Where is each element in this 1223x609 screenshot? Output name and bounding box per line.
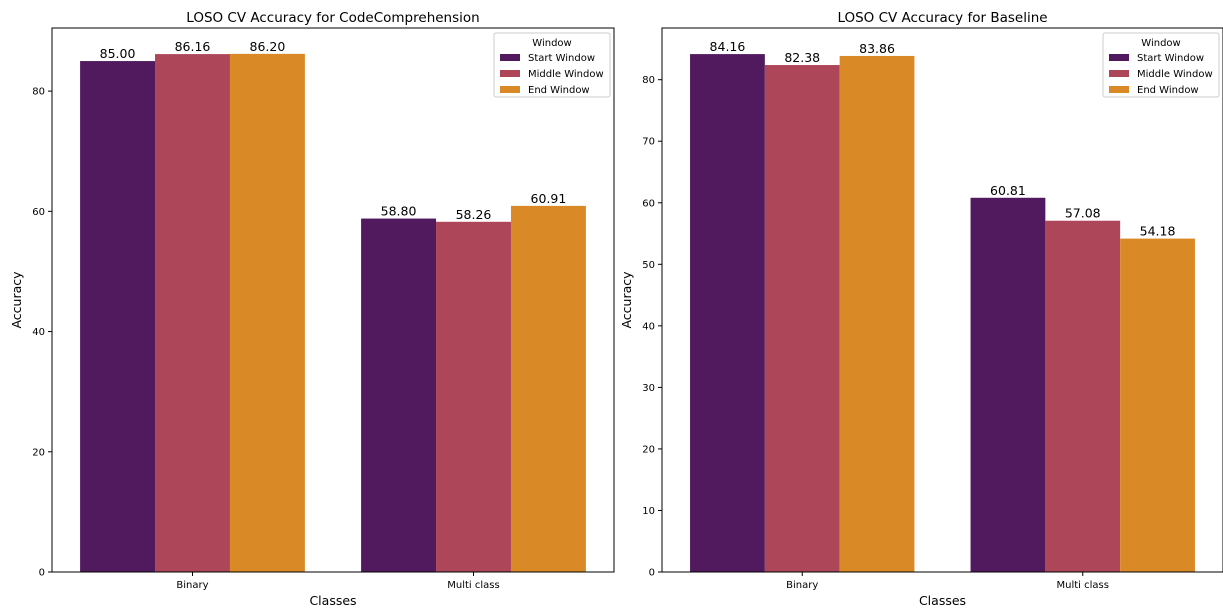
- bar-end-window-multi-class: [510, 205, 586, 573]
- legend-swatch: [500, 70, 520, 77]
- y-axis-label: Accuracy: [9, 271, 24, 329]
- y-tick-label: 50: [642, 260, 655, 271]
- legend-entry: Middle Window: [1137, 69, 1213, 80]
- legend-title: Window: [532, 38, 571, 49]
- bar-end-window-binary: [229, 53, 305, 572]
- data-label: 58.26: [456, 207, 492, 222]
- legend-swatch: [1109, 54, 1129, 61]
- legend-swatch: [1109, 70, 1129, 77]
- y-tick-label: 40: [642, 321, 655, 332]
- y-tick-label: 30: [642, 383, 655, 394]
- legend-swatch: [500, 54, 520, 61]
- legend-box: [1102, 32, 1220, 98]
- legend-title: Window: [1141, 38, 1180, 49]
- bar-middle-window-binary: [764, 65, 840, 573]
- y-tick-label: 60: [642, 198, 655, 209]
- legend-entry: Start Window: [1137, 53, 1204, 64]
- legend-entry: End Window: [528, 85, 590, 96]
- y-tick-label: 80: [32, 87, 45, 98]
- x-axis-label: Classes: [919, 593, 966, 608]
- data-label: 84.16: [710, 39, 746, 54]
- y-tick-label: 0: [649, 568, 655, 579]
- y-tick-label: 20: [32, 447, 45, 458]
- data-label: 85.00: [100, 46, 136, 61]
- bar-start-window-multi-class: [970, 197, 1046, 573]
- data-label: 83.86: [859, 41, 895, 56]
- legend-entry: Start Window: [528, 53, 595, 64]
- bar-end-window-multi-class: [1120, 238, 1195, 573]
- bar-end-window-binary: [839, 55, 915, 572]
- x-tick-label: Binary: [786, 580, 818, 591]
- data-label: 58.80: [381, 204, 417, 219]
- y-tick-label: 60: [32, 207, 45, 218]
- plot-frame: [661, 27, 1223, 573]
- plot-frame: [51, 27, 615, 573]
- data-label: 57.08: [1065, 206, 1101, 221]
- y-tick-label: 70: [642, 137, 655, 148]
- chart-title: LOSO CV Accuracy for CodeComprehension: [186, 10, 479, 26]
- legend: Window Start Window Middle Window End Windo…: [493, 32, 611, 98]
- data-label: 60.91: [531, 191, 567, 206]
- y-tick-label: 20: [642, 444, 655, 455]
- legend: Window Start Window Middle Window End Windo…: [1102, 32, 1220, 98]
- x-tick-label: Multi class: [447, 580, 499, 591]
- y-tick-label: 0: [39, 568, 45, 579]
- data-label: 54.18: [1140, 224, 1176, 239]
- bar-middle-window-multi-class: [436, 221, 511, 572]
- y-tick-label: 40: [32, 327, 45, 338]
- y-axis-label: Accuracy: [619, 271, 634, 329]
- y-tick-label: 80: [642, 75, 655, 86]
- legend-entry: End Window: [1137, 85, 1199, 96]
- bar-start-window-binary: [690, 54, 765, 573]
- chart-baseline: 84.16 60.81 82.38 57.08 83.86 54.18 0 10 20 30 40 5…: [619, 10, 1223, 608]
- data-label: 60.81: [990, 183, 1026, 198]
- legend-swatch: [1109, 86, 1129, 93]
- x-tick-label: Multi class: [1057, 580, 1109, 591]
- data-label: 86.20: [250, 39, 286, 54]
- bar-middle-window-binary: [155, 54, 230, 573]
- x-axis-label: Classes: [309, 593, 356, 608]
- bar-start-window-binary: [80, 61, 156, 573]
- bar-middle-window-multi-class: [1045, 220, 1121, 572]
- bar-start-window-multi-class: [361, 218, 437, 572]
- data-label: 82.38: [784, 50, 820, 65]
- y-tick-label: 10: [642, 506, 655, 517]
- legend-swatch: [500, 86, 520, 93]
- legend-entry: Middle Window: [528, 69, 604, 80]
- data-label: 86.16: [175, 39, 211, 54]
- legend-box: [493, 32, 611, 98]
- chart-codecomprehension: 85.00 58.80 86.16 58.26 86.20 60.91 0 20 40 60 80 B…: [9, 10, 615, 608]
- x-tick-label: Binary: [176, 580, 208, 591]
- chart-title: LOSO CV Accuracy for Baseline: [837, 10, 1047, 26]
